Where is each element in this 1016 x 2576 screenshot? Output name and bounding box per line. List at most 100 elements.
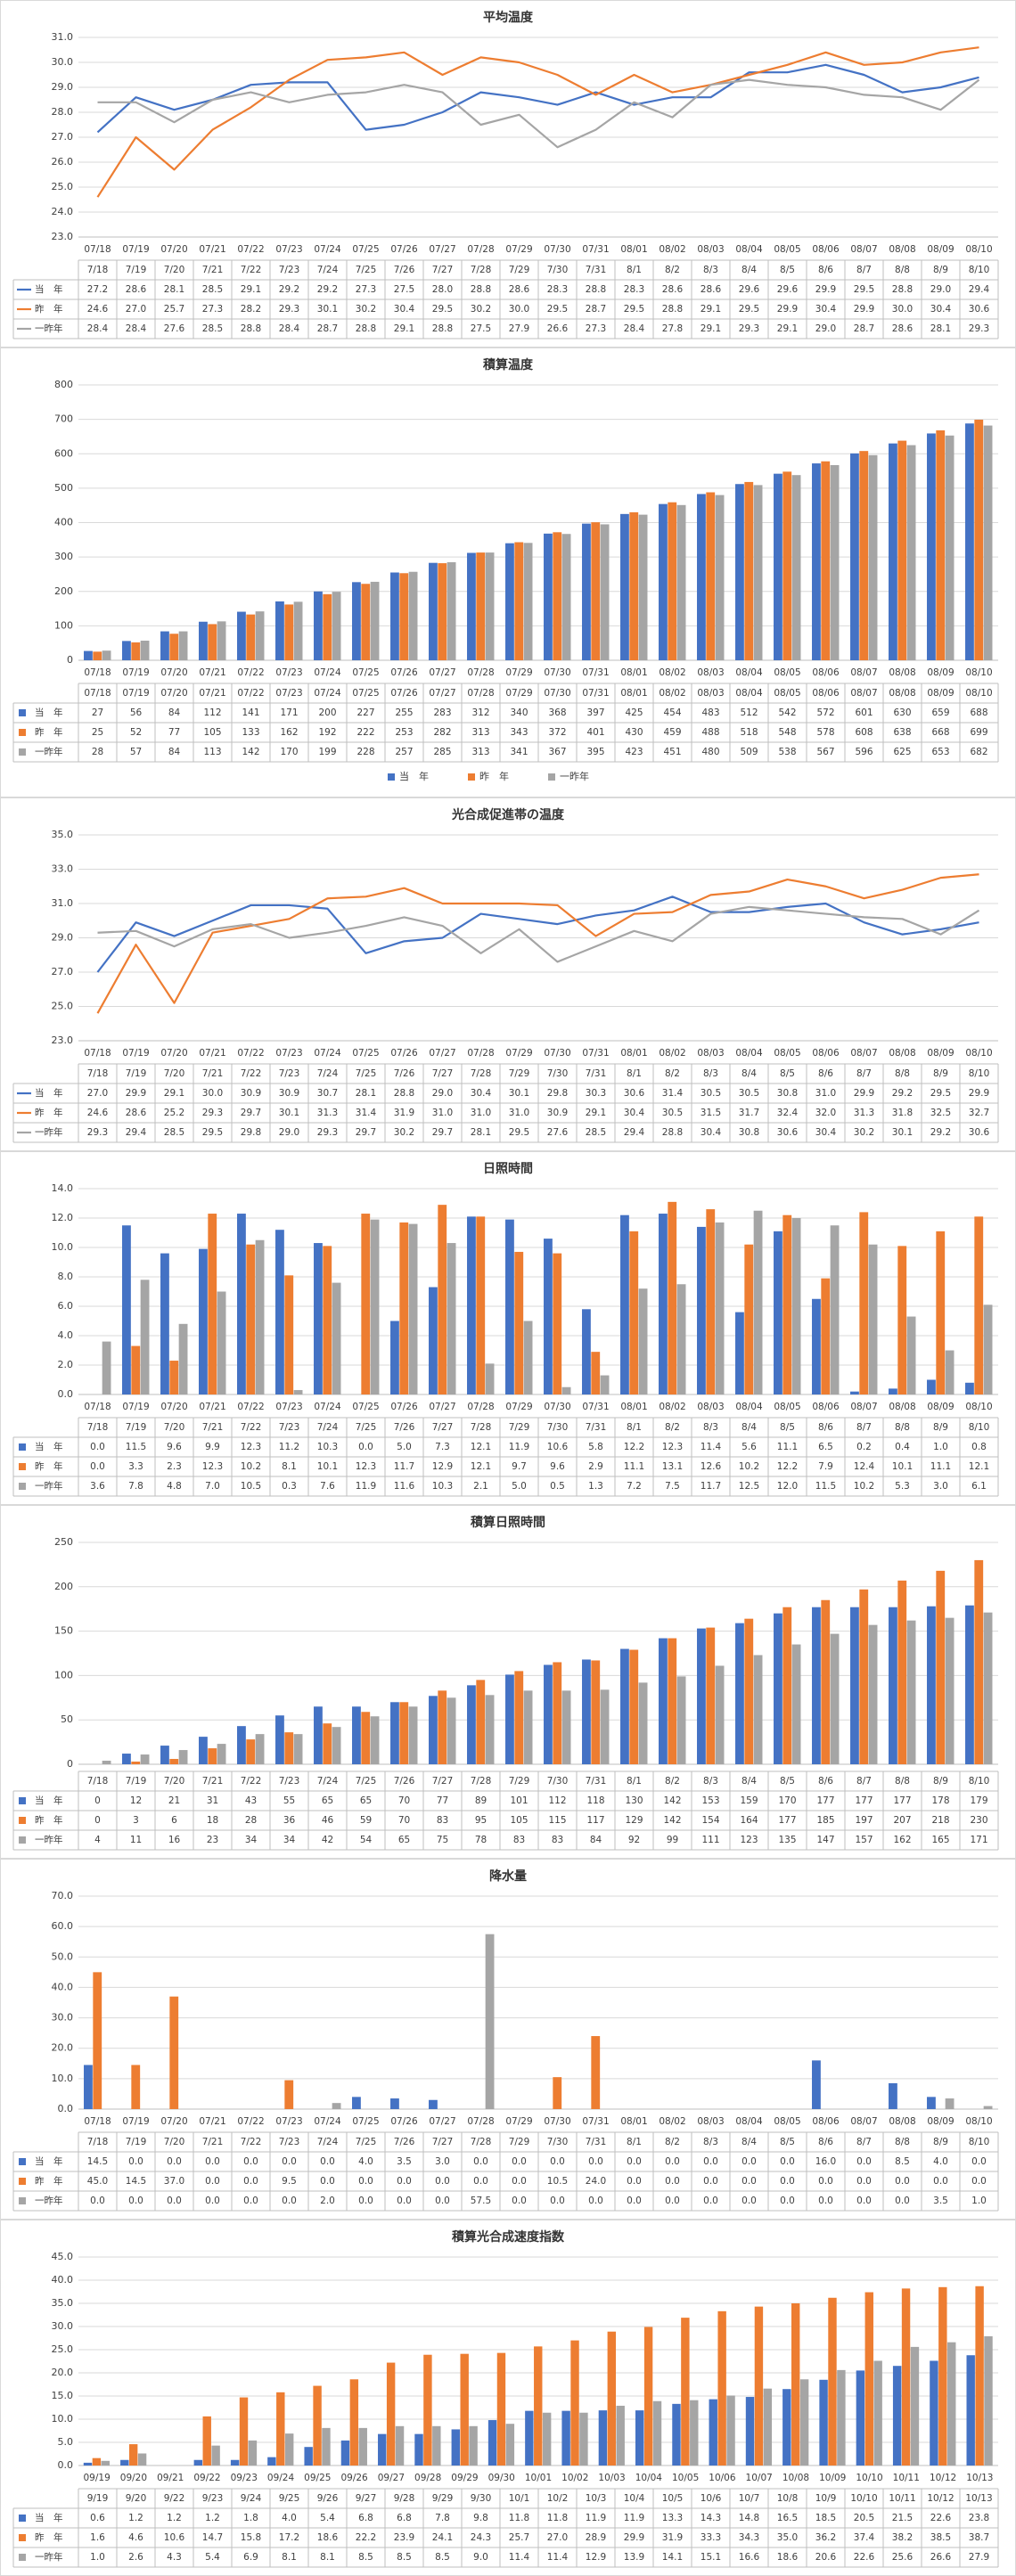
- table-cell: 153: [701, 1795, 719, 1806]
- bar: [753, 1655, 763, 1764]
- bar: [753, 485, 763, 660]
- bar: [553, 532, 562, 660]
- table-cell: 27.0: [547, 2532, 568, 2543]
- bar: [763, 2388, 773, 2466]
- bar: [447, 1697, 456, 1764]
- bar: [131, 1345, 141, 1394]
- table-cell: 197: [855, 1815, 873, 1826]
- table-cell: 6: [171, 1815, 177, 1826]
- y-tick-label: 35.0: [52, 2297, 74, 2309]
- table-cell: 0.0: [205, 2176, 220, 2187]
- table-row-label: 昨 年: [35, 303, 63, 315]
- table-cell: 52: [130, 727, 142, 738]
- table-cell: 28.5: [586, 1127, 606, 1138]
- table-header: 08/08: [889, 688, 915, 699]
- bar: [429, 1696, 438, 1764]
- table-cell: 28.6: [126, 1108, 147, 1118]
- table-cell: 230: [970, 1815, 987, 1826]
- bar: [84, 2065, 93, 2109]
- table-cell: 29.1: [701, 323, 721, 334]
- table-header: 8/1: [627, 2137, 642, 2147]
- bar: [323, 1723, 332, 1764]
- bar: [579, 2412, 588, 2466]
- bar: [514, 1251, 524, 1394]
- table-cell: 7.6: [320, 1481, 335, 1492]
- table-cell: 367: [548, 747, 566, 757]
- table-header: 7/23: [279, 1776, 300, 1787]
- bar: [620, 1214, 629, 1394]
- x-tick-label: 07/23: [275, 2116, 302, 2127]
- table-cell: 29.5: [739, 304, 759, 315]
- table-cell: 10.1: [317, 1461, 338, 1472]
- bar: [582, 1309, 591, 1394]
- table-header: 7/28: [471, 1068, 492, 1079]
- table-cell: 30.8: [777, 1088, 798, 1099]
- y-tick-label: 30.0: [52, 2012, 74, 2024]
- bar: [267, 2457, 276, 2466]
- x-tick-label: 08/07: [850, 667, 877, 678]
- table-cell: 2.9: [588, 1461, 603, 1472]
- table-cell: 10.2: [854, 1481, 874, 1492]
- x-tick-label: 08/10: [965, 1048, 992, 1059]
- table-cell: 55: [283, 1795, 295, 1806]
- table-cell: 27.8: [662, 323, 683, 334]
- table-cell: 653: [931, 747, 949, 757]
- bar: [966, 2355, 975, 2466]
- table-cell: 6.8: [397, 2513, 412, 2523]
- table-cell: 20.6: [815, 2552, 837, 2563]
- table-header: 8/2: [665, 1068, 680, 1079]
- x-tick-label: 07/26: [390, 2116, 418, 2127]
- table-header: 7/18: [87, 2137, 109, 2147]
- table-cell: 30.2: [356, 304, 376, 315]
- table-cell: 638: [893, 727, 911, 738]
- bar: [505, 543, 514, 660]
- bar: [340, 2440, 350, 2466]
- x-tick-label: 07/26: [390, 1402, 418, 1412]
- y-tick-label: 26.0: [52, 156, 74, 168]
- table-header: 07/30: [544, 688, 570, 699]
- bar: [275, 601, 284, 660]
- table-cell: 7.9: [818, 1461, 833, 1472]
- table-header: 07/20: [160, 688, 187, 699]
- x-tick-label: 08/02: [659, 1402, 685, 1412]
- x-tick-label: 07/21: [199, 1048, 225, 1059]
- bar: [83, 2462, 93, 2466]
- table-cell: 29.4: [969, 284, 990, 295]
- bar: [217, 621, 226, 660]
- bar: [791, 1218, 801, 1394]
- table-cell: 11.6: [394, 1481, 415, 1492]
- table-header: 7/26: [394, 1422, 415, 1433]
- table-cell: 29.5: [432, 304, 453, 315]
- table-cell: 0.0: [512, 2196, 527, 2206]
- table-cell: 27.3: [356, 284, 376, 295]
- table-cell: 8.5: [435, 2552, 450, 2563]
- x-tick-label: 07/28: [467, 667, 494, 678]
- x-tick-label: 07/22: [237, 1048, 264, 1059]
- table-header: 7/29: [509, 1068, 530, 1079]
- panel: [0, 797, 1016, 1151]
- table-cell: 630: [893, 707, 911, 718]
- table-header: 7/21: [202, 1068, 224, 1079]
- table-cell: 4: [94, 1835, 101, 1845]
- table-cell: 6.1: [971, 1481, 987, 1492]
- x-tick-label: 08/06: [812, 244, 840, 255]
- table-cell: 0.0: [627, 2176, 642, 2187]
- y-tick-label: 0: [67, 1758, 73, 1770]
- table-cell: 668: [931, 727, 949, 738]
- table-header: 8/2: [665, 265, 680, 275]
- table-cell: 7.8: [435, 2513, 450, 2523]
- x-tick-label: 07/19: [122, 1048, 149, 1059]
- table-cell: 28.6: [892, 323, 914, 334]
- x-tick-label: 07/21: [199, 244, 225, 255]
- bar: [293, 1734, 303, 1764]
- table-header: 7/20: [164, 1776, 185, 1787]
- y-tick-label: 200: [54, 585, 73, 597]
- y-tick-label: 500: [54, 482, 73, 494]
- table-header: 8/9: [933, 1776, 948, 1787]
- table-cell: 70: [398, 1815, 410, 1826]
- bar: [561, 1386, 571, 1394]
- table-cell: 28: [92, 747, 103, 757]
- table-cell: 8.5: [895, 2156, 910, 2167]
- x-tick-label: 07/21: [199, 2116, 225, 2127]
- table-cell: 423: [625, 747, 643, 757]
